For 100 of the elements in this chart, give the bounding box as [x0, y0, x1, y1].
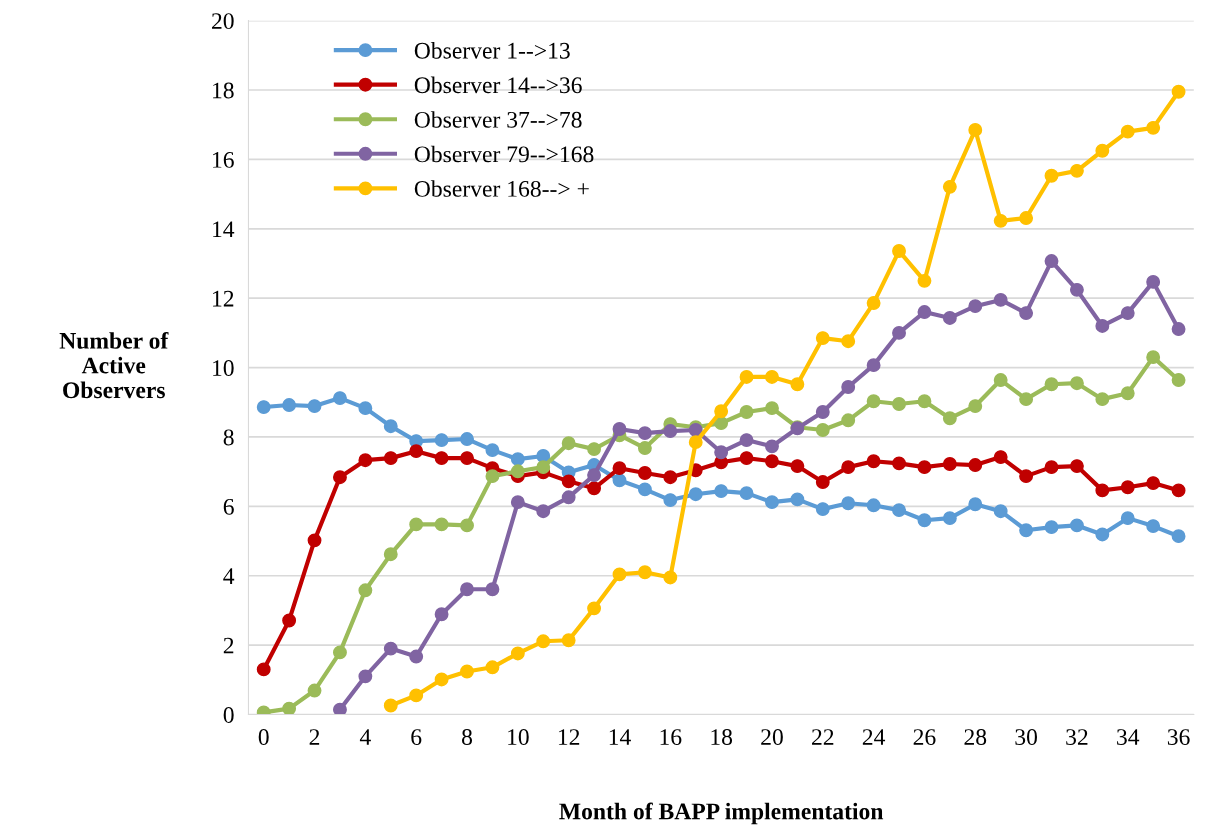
point [714, 404, 729, 419]
y-tick-label: 12 [213, 290, 234, 307]
point [485, 469, 500, 484]
point [282, 398, 297, 412]
point [663, 424, 678, 439]
point [510, 452, 525, 467]
point [383, 419, 398, 434]
y-tick-label: 6 [223, 498, 234, 515]
point [714, 445, 729, 460]
point [892, 397, 906, 411]
legend-label: Observer 168--> + [414, 180, 589, 197]
point [1069, 376, 1084, 391]
x-tick-label: 6 [411, 729, 422, 745]
legend-label: Observer 37-->78 [414, 111, 582, 128]
point [841, 334, 856, 349]
y-tick-label: 0 [223, 706, 234, 723]
point [790, 459, 805, 474]
point [663, 470, 678, 485]
x-tick-label: 12 [558, 729, 580, 745]
x-tick-label: 2 [309, 729, 320, 745]
point [917, 394, 932, 409]
point [409, 517, 424, 532]
point [942, 179, 957, 194]
legend-label: Observer 79-->168 [414, 145, 594, 163]
point [1019, 392, 1034, 407]
point [714, 484, 729, 499]
point [866, 394, 881, 409]
point [282, 613, 297, 628]
point [739, 486, 754, 501]
point [917, 513, 932, 528]
point [485, 582, 500, 597]
point [612, 422, 627, 436]
point [815, 423, 830, 437]
legend-label: Observer 1-->13 [414, 42, 570, 59]
point [917, 305, 932, 320]
point [993, 292, 1008, 307]
point [256, 662, 271, 677]
point [841, 413, 856, 428]
point [587, 481, 602, 496]
point [1095, 318, 1110, 333]
point [460, 432, 474, 446]
point [333, 391, 347, 406]
point [841, 460, 856, 475]
point [841, 380, 856, 394]
point [968, 399, 983, 414]
point [1044, 377, 1059, 392]
point [866, 296, 881, 310]
point [434, 607, 449, 622]
point [612, 567, 627, 582]
point [663, 570, 678, 585]
point [358, 453, 373, 468]
point [1044, 254, 1059, 269]
x-tick-label: 18 [711, 729, 733, 745]
point [409, 444, 424, 459]
point [1095, 483, 1110, 498]
point [892, 244, 906, 258]
point [688, 435, 703, 450]
point [1095, 527, 1110, 542]
point [358, 583, 373, 598]
point [866, 358, 881, 373]
point [765, 369, 779, 384]
point [968, 122, 983, 137]
point [587, 442, 602, 457]
point [460, 582, 474, 597]
x-tick-label: 26 [913, 729, 936, 745]
point [561, 436, 576, 451]
x-tick-label: 14 [609, 729, 631, 745]
x-tick-label: 10 [508, 729, 529, 745]
point [637, 482, 652, 497]
y-tick-label: 2 [223, 637, 234, 654]
point [409, 688, 424, 703]
point [765, 495, 779, 510]
point [1171, 483, 1186, 498]
x-tick-label: 24 [862, 729, 886, 745]
point [256, 400, 271, 415]
point [1120, 386, 1135, 401]
x-tick-label: 22 [812, 729, 834, 745]
point [409, 649, 424, 664]
point [739, 405, 754, 419]
point [383, 698, 398, 713]
point [1044, 460, 1059, 475]
point [1044, 520, 1059, 535]
x-tick-label: 0 [258, 729, 269, 745]
point [307, 683, 322, 698]
y-tick-label: 4 [223, 568, 235, 584]
y-tick-label: 18 [213, 82, 234, 99]
point [536, 504, 551, 519]
point [993, 213, 1008, 228]
point [561, 633, 576, 648]
point [383, 547, 398, 562]
point [815, 475, 830, 489]
point [485, 660, 500, 675]
point [434, 517, 449, 532]
x-tick-label: 32 [1066, 729, 1088, 745]
point [1120, 124, 1135, 139]
point [1095, 392, 1110, 407]
point [637, 466, 652, 480]
point [1120, 306, 1135, 321]
point [942, 411, 957, 426]
point [434, 451, 449, 466]
